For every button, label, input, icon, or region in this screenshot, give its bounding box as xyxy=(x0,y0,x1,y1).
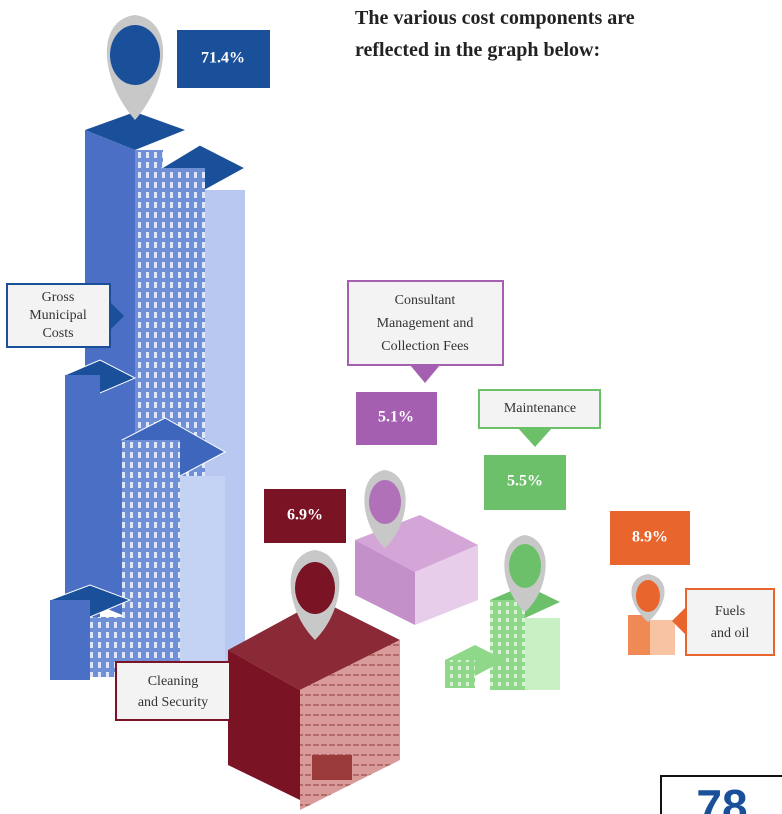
label-box xyxy=(6,283,111,348)
value-box xyxy=(264,489,346,543)
value: 5.1% xyxy=(378,409,414,426)
label: Gross xyxy=(42,290,75,305)
label-box xyxy=(685,588,775,656)
label: Cleaning xyxy=(148,674,199,689)
green-building xyxy=(445,585,560,690)
page-number: 78 xyxy=(696,780,747,814)
label: Fuels xyxy=(715,604,745,619)
label-box xyxy=(347,280,504,366)
value-box xyxy=(356,392,437,445)
label-box xyxy=(115,661,231,721)
page-number-box xyxy=(660,775,782,814)
intro-line: The various cost components are xyxy=(355,7,635,29)
value: 5.5% xyxy=(507,473,543,490)
blue-towers xyxy=(48,112,247,680)
label: and oil xyxy=(711,626,750,641)
red-building xyxy=(228,600,400,810)
value: 6.9% xyxy=(287,507,323,524)
intro-line: reflected in the graph below: xyxy=(355,39,600,61)
value: 71.4% xyxy=(201,50,245,67)
value-box xyxy=(484,455,566,510)
label: Consultant xyxy=(395,293,456,308)
value: 8.9% xyxy=(632,529,668,546)
label: Collection Fees xyxy=(381,339,469,354)
label: Maintenance xyxy=(504,401,576,416)
label: Management and xyxy=(377,316,474,331)
label: and Security xyxy=(138,695,208,710)
value-box xyxy=(610,511,690,565)
label: Municipal xyxy=(29,308,87,323)
label: Costs xyxy=(42,326,73,341)
value-box xyxy=(177,30,270,88)
orange-building xyxy=(628,615,675,655)
pins xyxy=(106,15,665,640)
label-box xyxy=(478,389,601,429)
